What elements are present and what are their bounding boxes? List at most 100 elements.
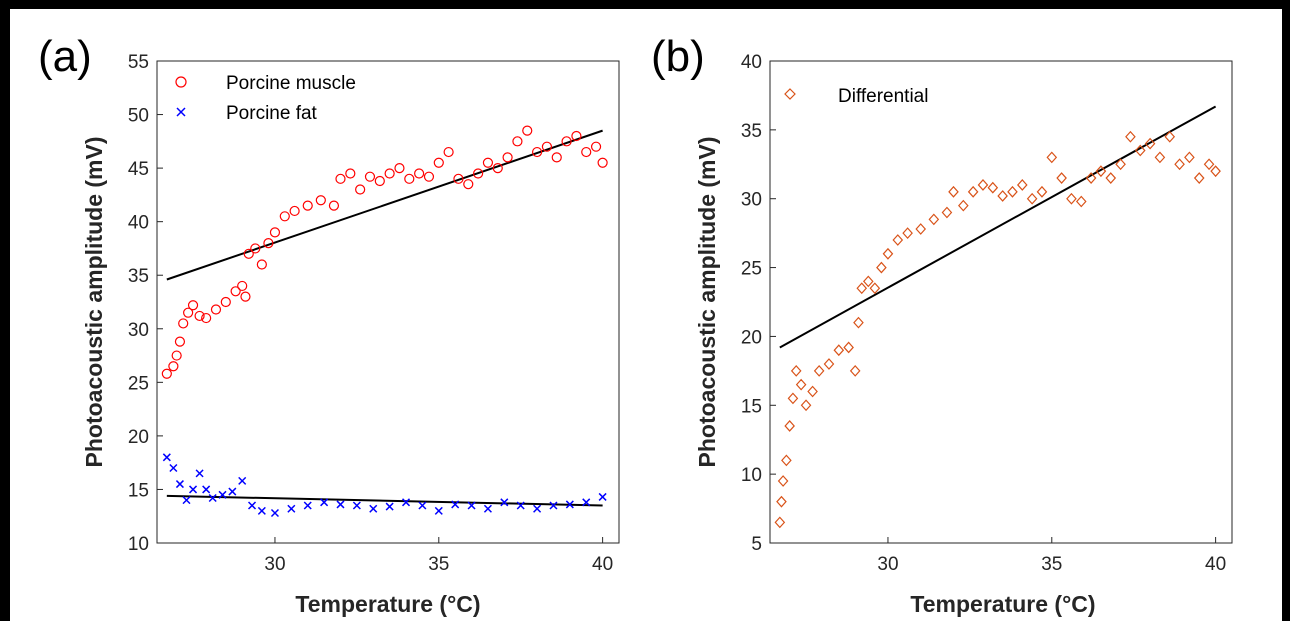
data-point: [1016, 179, 1028, 191]
legend-diamond-marker: [784, 88, 796, 100]
data-point: [522, 125, 533, 136]
data-point: [571, 130, 582, 142]
data-point: [433, 157, 444, 168]
data-point: [590, 141, 602, 152]
data-point: [401, 498, 411, 507]
panel-a-y-tick-label: 15: [128, 480, 149, 501]
data-point: [335, 173, 346, 184]
data-point: [581, 146, 592, 158]
data-point: [967, 185, 979, 198]
data-point: [171, 350, 182, 361]
data-point: [502, 152, 513, 163]
data-point: [270, 508, 279, 518]
data-point: [948, 185, 959, 198]
data-point: [876, 261, 887, 274]
panel-b-points: [774, 130, 1221, 529]
data-point: [352, 501, 361, 510]
data-point: [418, 501, 427, 510]
data-point: [210, 304, 222, 315]
data-point: [1210, 165, 1221, 178]
data-point: [434, 506, 443, 515]
panel-a-fit-line: [166, 494, 603, 507]
data-point: [958, 199, 969, 212]
data-point: [467, 501, 476, 510]
panel-b-ticks: 30 35 40 5 10 15 20 25 30 35 40: [741, 52, 1226, 575]
panel-b-x-axis-label: Temperature (°C): [910, 591, 1095, 617]
panel-a-y-tick-label: 10: [128, 534, 149, 555]
data-point: [394, 163, 405, 174]
panel-b-y-tick-label: 30: [741, 190, 762, 211]
data-point: [856, 282, 868, 295]
panel-a-x-tick-label: 40: [592, 554, 613, 575]
data-point: [473, 168, 484, 179]
data-point: [303, 501, 312, 510]
data-point: [565, 500, 574, 509]
data-point: [189, 485, 198, 494]
panel-b-y-tick-label: 35: [741, 121, 762, 142]
data-point: [178, 318, 189, 329]
panel-a-x-tick-label: 35: [428, 554, 449, 575]
data-point: [928, 213, 940, 226]
data-point: [1075, 195, 1087, 208]
panel-b-label: (b): [651, 32, 705, 81]
data-point: [823, 358, 835, 370]
chart-canvas: (a) 30 35 40 10 15 20 25 30 35 40 45 50 55 Temperatu…: [38, 32, 1233, 617]
panel-a-y-tick-label: 55: [128, 52, 149, 73]
data-point: [582, 498, 591, 507]
panel-b-y-tick-label: 20: [741, 327, 762, 348]
data-point: [302, 200, 313, 211]
data-point: [404, 173, 415, 184]
data-point: [369, 504, 378, 513]
panel-a-x-tick-label: 30: [264, 554, 285, 575]
data-point: [1056, 172, 1067, 184]
panel-a-x-axis-label: Temperature (°C): [295, 591, 480, 617]
data-point: [208, 493, 217, 503]
panel-a-y-tick-label: 40: [128, 213, 149, 234]
data-point: [443, 146, 454, 158]
data-point: [1125, 130, 1136, 143]
data-point: [374, 175, 385, 187]
data-point: [977, 179, 989, 191]
data-point: [1085, 172, 1097, 184]
data-point: [257, 506, 266, 515]
data-point: [776, 495, 787, 508]
panel-a-y-tick-label: 30: [128, 320, 149, 341]
data-point: [1174, 158, 1185, 171]
data-point: [228, 487, 237, 496]
panel-a: (a) 30 35 40 10 15 20 25 30 35 40 45 50 55 Temperatu…: [38, 32, 620, 617]
panel-a-y-tick-label: 45: [128, 159, 149, 180]
data-point: [162, 453, 171, 462]
data-point: [1036, 185, 1048, 198]
data-point: [774, 516, 786, 529]
data-point: [345, 168, 356, 179]
data-point: [218, 490, 227, 499]
data-point: [174, 336, 186, 347]
data-point: [997, 190, 1008, 202]
data-point: [451, 500, 460, 509]
panel-a-y-tick-label: 25: [128, 373, 149, 394]
data-point: [833, 344, 845, 357]
data-point: [1154, 151, 1166, 164]
data-point: [849, 364, 861, 377]
series-porcine-muscle: [161, 125, 608, 379]
data-point: [182, 496, 191, 505]
data-point: [549, 501, 558, 510]
data-point: [531, 146, 543, 158]
data-point: [355, 184, 366, 195]
panel-b-legend: Differential: [784, 86, 928, 107]
data-point: [1115, 158, 1126, 171]
data-point: [279, 211, 290, 222]
data-point: [500, 498, 509, 507]
panel-b-x-tick-label: 30: [877, 554, 898, 575]
legend-porcine-muscle: Porcine muscle: [226, 73, 356, 94]
data-point: [795, 378, 807, 391]
panel-b: (b) 30 35 40 5 10 15 20 25 30 35 40 Temperature (°…: [651, 32, 1233, 617]
panel-b-fit-lines: [779, 105, 1217, 349]
data-point: [320, 498, 329, 507]
data-point: [541, 141, 553, 152]
data-point: [987, 181, 999, 194]
legend-differential: Differential: [838, 86, 928, 107]
data-point: [195, 469, 204, 478]
data-point: [247, 501, 257, 510]
data-point: [1134, 144, 1146, 157]
